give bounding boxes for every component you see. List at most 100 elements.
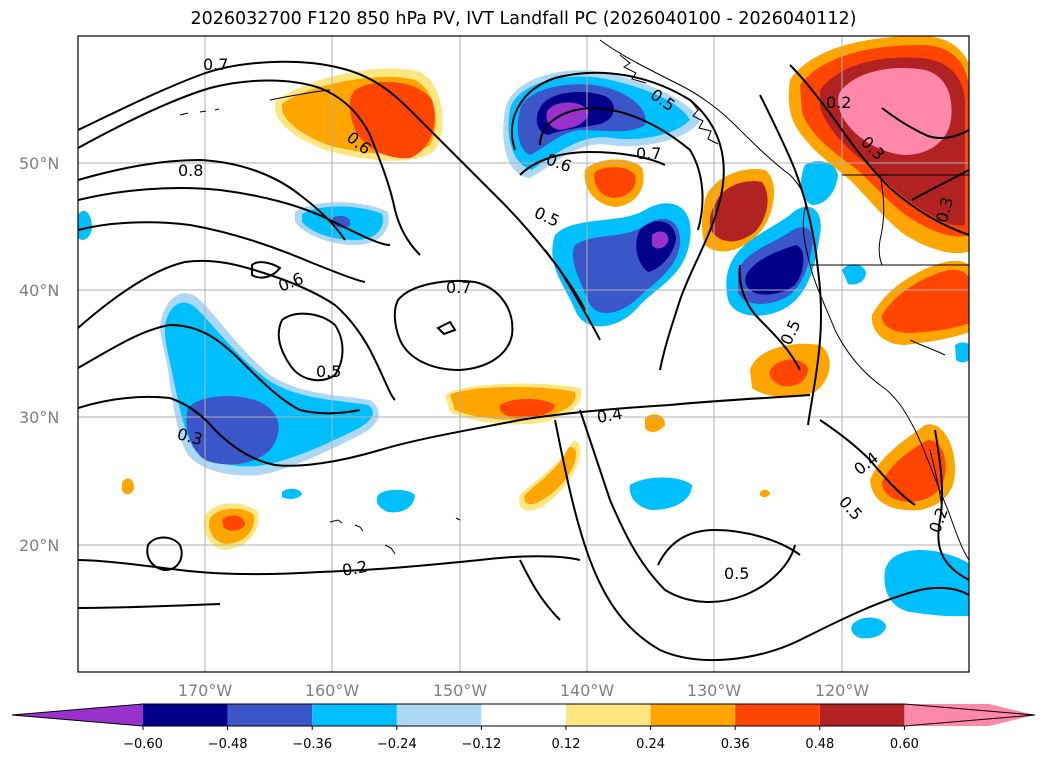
contour-label: 0.4: [595, 404, 623, 427]
contour-line: [78, 79, 421, 256]
contour-line: [544, 249, 586, 311]
contour-line: [78, 555, 581, 576]
colorbar-swatch: [396, 704, 482, 726]
colorbar-tick-label: 0.48: [805, 737, 834, 752]
contour-line: [819, 419, 916, 506]
pv-negative-patch: [332, 216, 351, 228]
contour-line: [78, 221, 366, 283]
pv-positive-patch: [499, 398, 555, 418]
colorbar-tick-label: −0.48: [208, 737, 248, 752]
contour-label: 0.5: [316, 362, 341, 381]
contour-line: [78, 187, 391, 246]
pv-positive-patch: [709, 181, 768, 242]
lon-label: 130°W: [687, 681, 742, 700]
pv-negative-patch: [884, 550, 969, 617]
contour-label: 0.2: [826, 93, 851, 112]
pv-positive-patch: [881, 269, 969, 333]
colorbar-tick-label: 0.12: [552, 737, 581, 752]
colorbar-swatch: [650, 704, 736, 726]
ivt-contours: [78, 60, 969, 662]
contour-label: 0.8: [178, 161, 203, 180]
pv-positive-patch: [882, 440, 946, 502]
colorbar-tick-label: 0.24: [636, 737, 665, 752]
coastlines: [179, 39, 969, 561]
colorbar-swatch: [904, 704, 1035, 726]
contour-line: [539, 106, 704, 231]
contour-line: [519, 150, 666, 176]
lon-axis: 170°W 160°W 150°W 140°W 130°W 120°W: [178, 681, 870, 700]
lat-axis: 50°N 40°N 30°N 20°N: [19, 154, 59, 555]
pv-negative-patch: [282, 488, 302, 499]
contour-label: 0.7: [636, 144, 661, 163]
contour-line: [78, 158, 346, 241]
contour-label: 0.7: [446, 278, 471, 297]
lon-label: 140°W: [560, 681, 615, 700]
colorbar-swatch: [819, 704, 905, 726]
lon-label: 120°W: [815, 681, 870, 700]
map-title: 2026032700 F120 850 hPa PV, IVT Landfall…: [190, 9, 857, 29]
pv-negative-patch: [851, 617, 886, 639]
contour-line: [789, 64, 969, 236]
colorbar: −0.60 −0.48 −0.36 −0.24 −0.12 0.12 0.24 0.36 0.4…: [11, 703, 1036, 752]
pv-negative-patch: [800, 161, 838, 205]
colorbar-tick-label: −0.60: [123, 737, 163, 752]
contour-line: [934, 429, 969, 581]
contour-line: [277, 312, 344, 382]
pv-negative-patch: [78, 210, 92, 240]
colorbar-swatch: [143, 704, 228, 726]
contour-line: [554, 419, 969, 662]
colorbar-swatch: [227, 704, 313, 726]
contour-line: [759, 94, 822, 426]
pv-positive-patch: [594, 167, 636, 198]
lat-label: 50°N: [19, 154, 59, 173]
lon-label: 160°W: [305, 681, 360, 700]
contour-label: 0.5: [835, 492, 866, 524]
map-frame: [77, 35, 970, 673]
colorbar-tick-label: −0.12: [461, 737, 501, 752]
contour-label: 0.5: [724, 564, 749, 583]
contour-line: [78, 259, 396, 401]
contour-line: [393, 279, 514, 372]
contour-line: [519, 559, 561, 621]
colorbar-swatch: [12, 704, 143, 726]
pv-negative-patch: [652, 231, 669, 249]
colorbar-tick-label: 0.60: [890, 737, 919, 752]
contour-label: 0.7: [203, 55, 228, 74]
pv-positive-patch: [222, 515, 245, 531]
colorbar-tick-label: −0.24: [377, 737, 417, 752]
lat-label: 20°N: [19, 536, 59, 555]
pv-negative-patch: [745, 245, 804, 295]
contour-line: [78, 603, 221, 609]
lat-label: 30°N: [19, 408, 59, 427]
contour-line: [579, 409, 796, 603]
pv-negative-patch: [376, 489, 415, 513]
contour-line: [881, 107, 969, 139]
colorbar-tick-label: 0.36: [721, 737, 750, 752]
lat-label: 40°N: [19, 281, 59, 300]
colorbar-swatch: [735, 704, 820, 726]
pv-positive-patch: [122, 478, 134, 495]
contour-line: [78, 323, 361, 415]
contour-label: 0.2: [341, 557, 369, 580]
pv-negative-patch: [186, 396, 279, 465]
lon-label: 150°W: [433, 681, 488, 700]
colorbar-swatch: [566, 704, 651, 726]
contour-label: 0.5: [531, 203, 562, 231]
pv-negative-patch: [955, 342, 969, 363]
pv-negative-patch: [842, 264, 866, 285]
pv-positive-patch: [760, 489, 770, 498]
lon-label: 170°W: [178, 681, 233, 700]
contour-line: [436, 320, 457, 336]
colorbar-swatch: [481, 704, 566, 726]
colorbar-tick-label: −0.36: [292, 737, 332, 752]
contour-line: [146, 536, 183, 572]
contour-line: [510, 71, 725, 371]
contour-line: [78, 394, 811, 467]
pv-positive-patch: [645, 414, 665, 432]
contour-label: 0.6: [276, 269, 307, 296]
pv-negative-patch: [629, 477, 692, 510]
colorbar-swatch: [312, 704, 397, 726]
contour-line: [911, 169, 969, 201]
contour-line: [251, 261, 282, 279]
contour-line: [738, 264, 801, 371]
